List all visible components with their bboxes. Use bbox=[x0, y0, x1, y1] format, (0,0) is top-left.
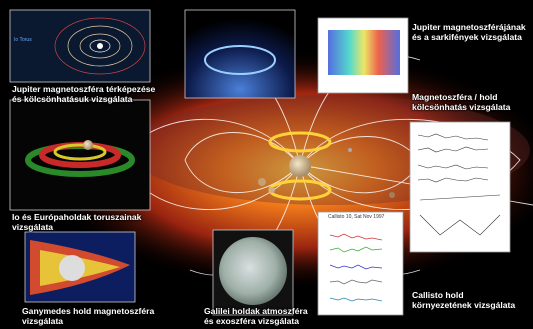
caption-line: Callisto hold bbox=[412, 290, 464, 300]
caption-line: Io és Európaholdak toruszainak bbox=[12, 212, 142, 222]
caption-line: és kölcsönhatásuk vizsgálata bbox=[12, 94, 133, 104]
caption: Jupiter magnetoszférájának és a sarkifén… bbox=[412, 22, 526, 42]
caption-line: Jupiter magnetoszféra térképezése bbox=[12, 84, 156, 94]
caption: Galilei holdak atmoszféra és exoszféra v… bbox=[204, 306, 308, 326]
caption-line: kölcsönhatás vizsgálata bbox=[412, 102, 511, 112]
caption-line: és exoszféra vizsgálata bbox=[204, 316, 300, 326]
caption-line: Ganymedes hold magnetoszféra bbox=[22, 306, 155, 316]
inset-label: Callisto 10, Sat Nov 1997 bbox=[328, 214, 385, 220]
caption-line: Jupiter magnetoszférájának bbox=[412, 22, 526, 32]
inset-label: Io Torus bbox=[14, 37, 32, 43]
caption: Io és Európaholdak toruszainak vizsgálat… bbox=[12, 212, 141, 232]
caption-line: környezetének vizsgálata bbox=[412, 300, 516, 310]
caption-line: Magnetoszféra / hold bbox=[412, 92, 498, 102]
caption: Jupiter magnetoszféra térképezése és köl… bbox=[12, 84, 155, 104]
caption-line: vizsgálata bbox=[22, 316, 64, 326]
caption-line: vizsgálata bbox=[12, 222, 54, 232]
caption: Magnetoszféra / hold kölcsönhatás vizsgá… bbox=[412, 92, 510, 112]
caption-line: Galilei holdak atmoszféra bbox=[204, 306, 308, 316]
caption-line: és a sarkifények vizsgálata bbox=[412, 32, 522, 42]
caption: Ganymedes hold magnetoszféra vizsgálata bbox=[22, 306, 154, 326]
caption: Callisto hold környezetének vizsgálata bbox=[412, 290, 515, 310]
